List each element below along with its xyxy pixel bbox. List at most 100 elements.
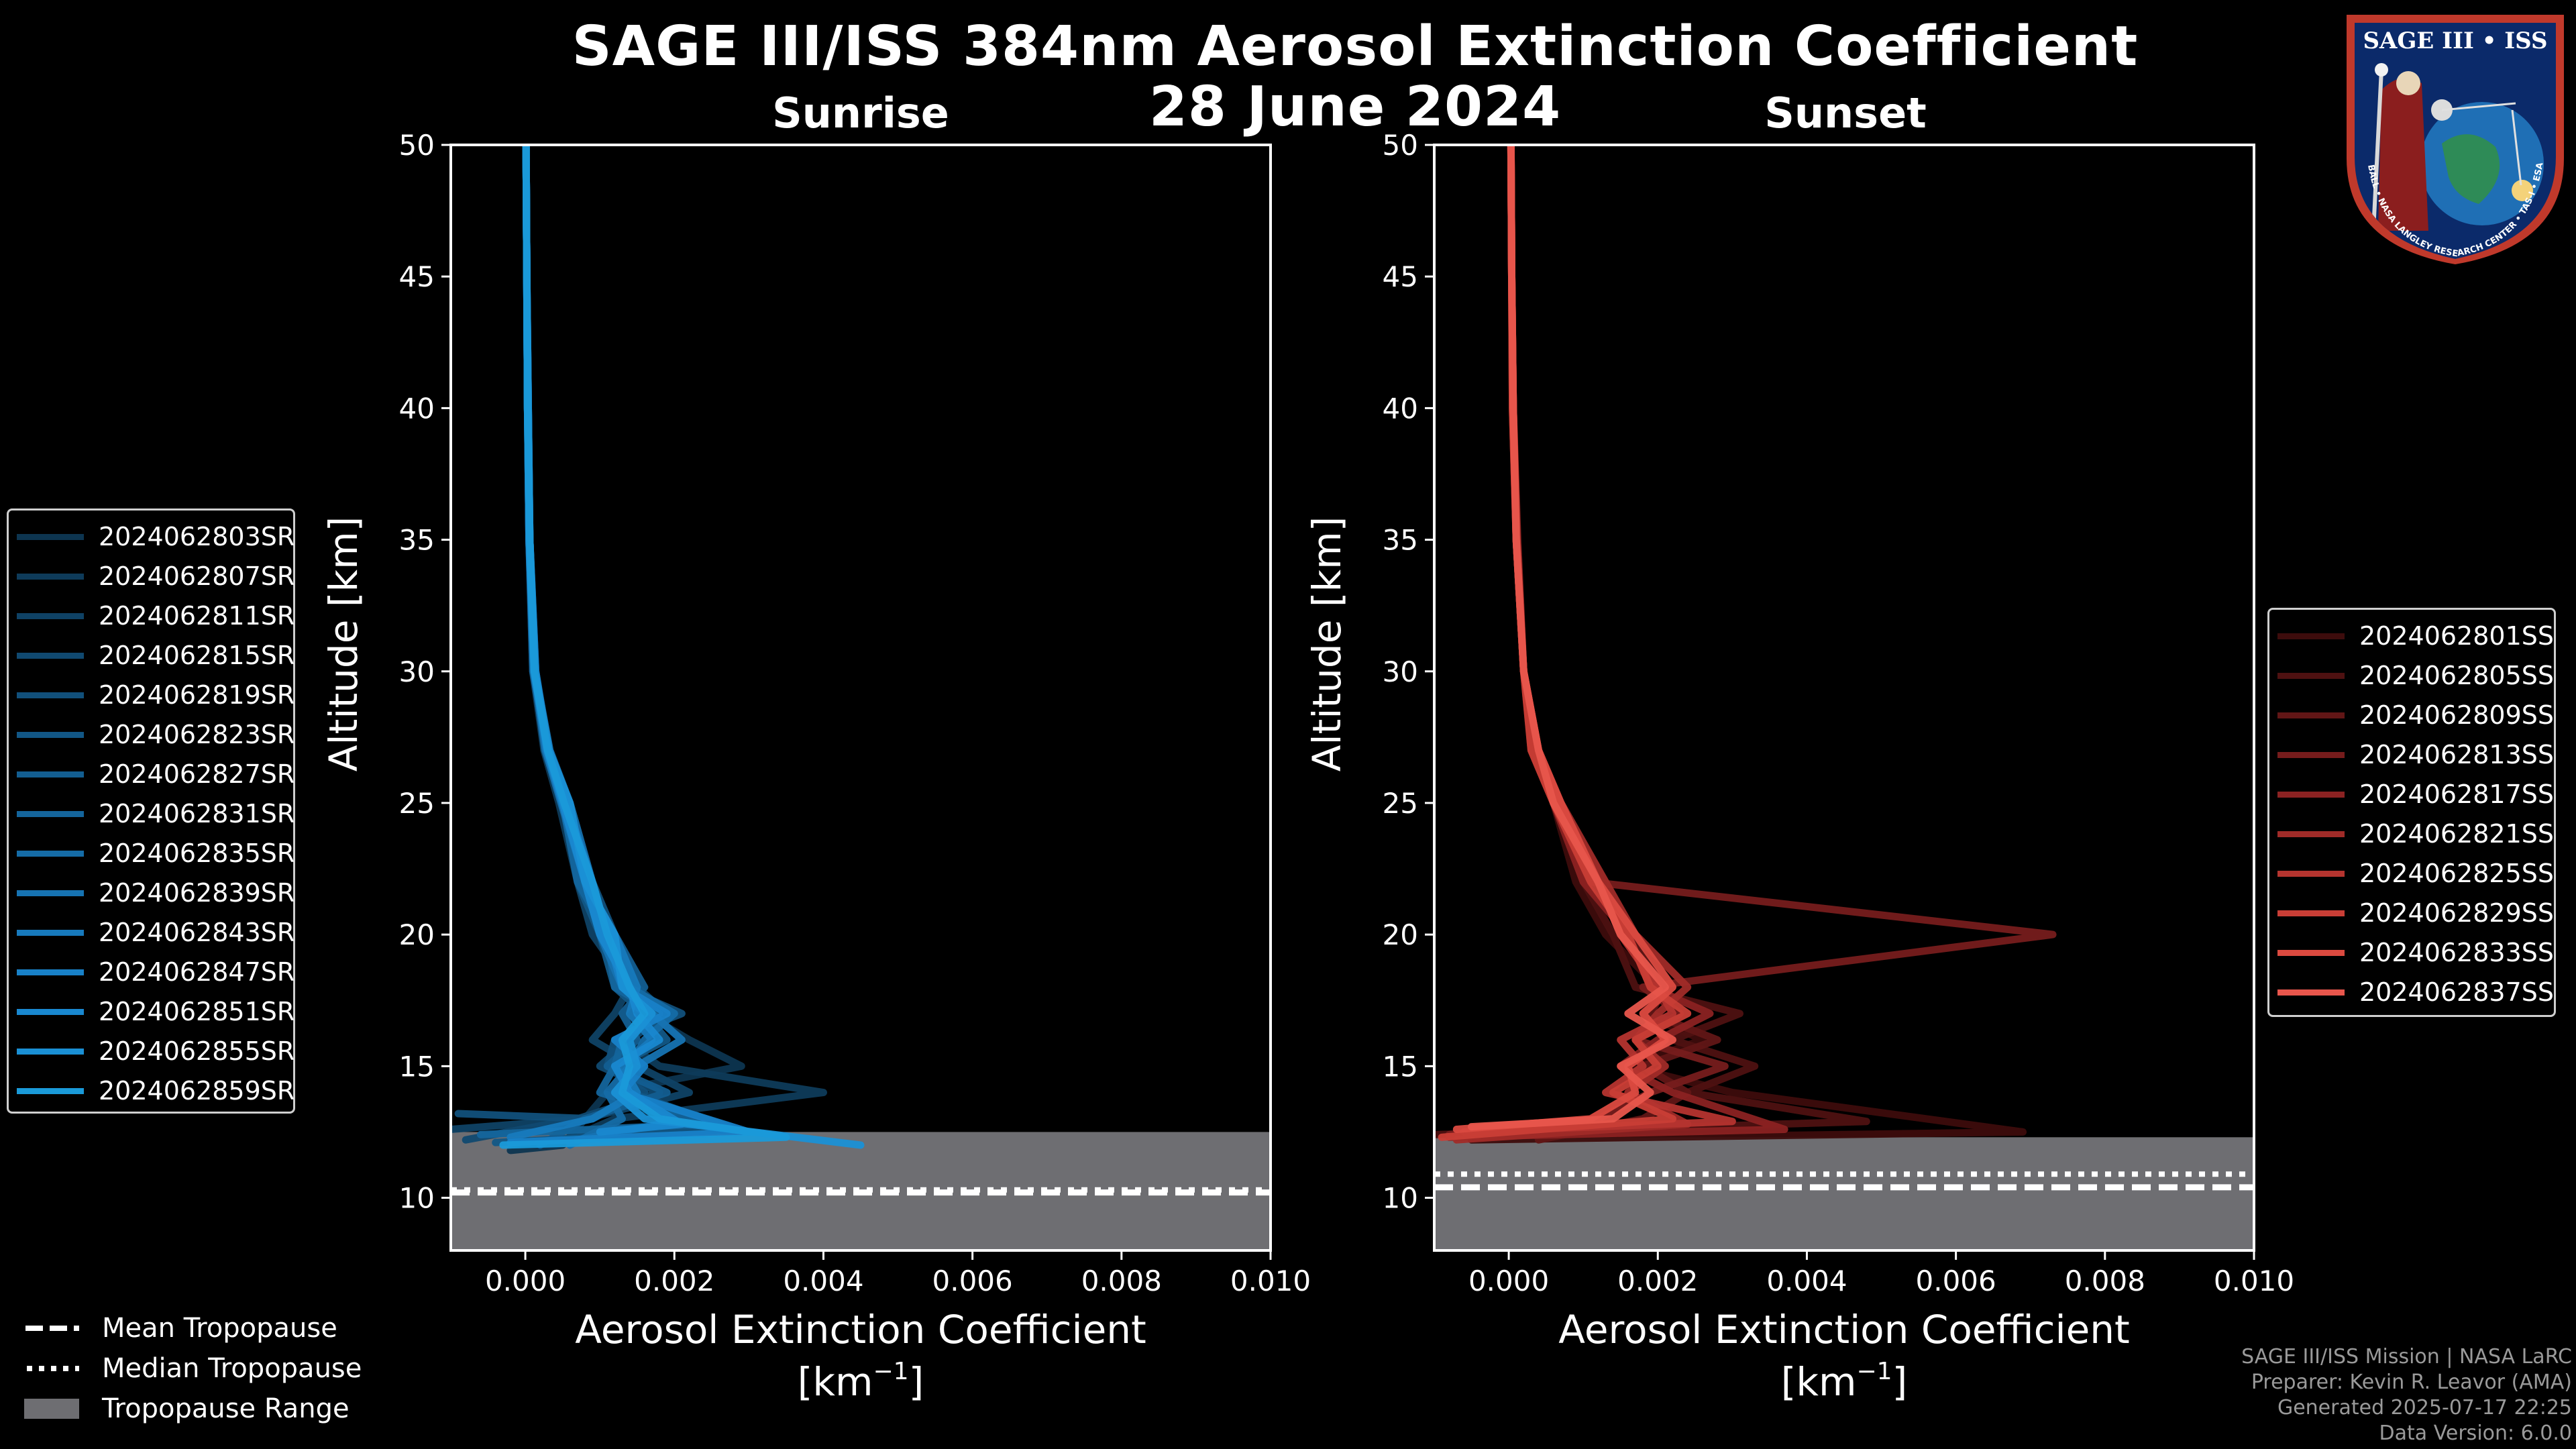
legend-label: 2024062807SR bbox=[99, 561, 295, 591]
legend-swatch bbox=[2277, 633, 2345, 639]
legend-label: 2024062813SS bbox=[2359, 740, 2555, 769]
legend-item: 2024062811SR bbox=[17, 596, 294, 635]
legend-item: 2024062833SS bbox=[2277, 933, 2554, 972]
credits-generated: Generated 2025-07-17 22:25 bbox=[2277, 1396, 2572, 1419]
range-patch-icon bbox=[24, 1399, 79, 1419]
sunset-x-unit-sup: −1 bbox=[1857, 1358, 1892, 1385]
legend-swatch bbox=[2277, 949, 2345, 956]
legend-item: 2024062821SS bbox=[2277, 814, 2554, 853]
sunset-x-axis-label: Aerosol Extinction Coefficient bbox=[1558, 1307, 2130, 1352]
legend-median-label: Median Tropopause bbox=[102, 1353, 362, 1384]
legend-range-label: Tropopause Range bbox=[102, 1393, 350, 1424]
sunrise-xtick-label: 0.002 bbox=[634, 1265, 714, 1297]
sunset-xtick-label: 0.000 bbox=[1468, 1265, 1549, 1297]
legend-mean-label: Mean Tropopause bbox=[102, 1313, 337, 1344]
legend-label: 2024062843SR bbox=[99, 918, 295, 947]
legend-label: 2024062801SS bbox=[2359, 621, 2555, 651]
sunset-xtick-label: 0.008 bbox=[2065, 1265, 2145, 1297]
sunset-axes-frame bbox=[1433, 144, 2255, 1252]
sunset-x-unit-close: ] bbox=[1892, 1359, 1908, 1405]
legend-swatch bbox=[17, 890, 84, 896]
legend-swatch bbox=[17, 1048, 84, 1055]
logo-title: SAGE III • ISS bbox=[2363, 28, 2547, 54]
sunset-panel-title: Sunset bbox=[1764, 89, 1927, 138]
legend-label: 2024062829SS bbox=[2359, 898, 2555, 928]
credits-version: Data Version: 6.0.0 bbox=[2379, 1421, 2572, 1445]
legend-item: 2024062801SS bbox=[2277, 616, 2554, 655]
credits-mission: SAGE III/ISS Mission | NASA LaRC bbox=[2241, 1345, 2572, 1368]
legend-swatch bbox=[2277, 989, 2345, 996]
sunset-xtick-label: 0.010 bbox=[2214, 1265, 2294, 1297]
legend-item: 2024062805SS bbox=[2277, 656, 2554, 695]
legend-item: 2024062843SR bbox=[17, 913, 294, 952]
legend-swatch bbox=[17, 533, 84, 540]
dotted-line-icon bbox=[27, 1366, 79, 1371]
legend-label: 2024062819SR bbox=[99, 680, 295, 710]
legend-item: 2024062831SR bbox=[17, 794, 294, 833]
legend-swatch bbox=[17, 652, 84, 659]
sunrise-axes-frame bbox=[449, 144, 1272, 1252]
legend-label: 2024062855SR bbox=[99, 1036, 295, 1066]
legend-label: 2024062809SS bbox=[2359, 700, 2555, 730]
sunrise-ytick-label: 10 bbox=[399, 1182, 435, 1215]
sunset-series-line-2024062837SS bbox=[1468, 145, 1676, 1131]
sunrise-ytick-label: 30 bbox=[399, 655, 435, 688]
legend-swatch bbox=[2277, 870, 2345, 877]
sunset-ytick-label: 15 bbox=[1383, 1050, 1418, 1083]
sunrise-xtick-label: 0.006 bbox=[932, 1265, 1013, 1297]
legend-label: 2024062837SS bbox=[2359, 977, 2555, 1007]
legend-item: 2024062817SS bbox=[2277, 775, 2554, 814]
tropopause-legend: Mean Tropopause Median Tropopause Tropop… bbox=[24, 1308, 362, 1429]
legend-swatch bbox=[17, 929, 84, 936]
legend-swatch bbox=[17, 810, 84, 817]
legend-label: 2024062827SR bbox=[99, 759, 295, 789]
sunrise-x-unit-sup: −1 bbox=[873, 1358, 909, 1385]
sunset-tropopause-range bbox=[1434, 1137, 2254, 1250]
legend-swatch bbox=[2277, 712, 2345, 718]
sunrise-plot-area bbox=[451, 145, 1271, 1250]
sunrise-x-unit-close: ] bbox=[909, 1359, 924, 1405]
legend-label: 2024062831SR bbox=[99, 799, 295, 828]
sunrise-legend: 2024062803SR 2024062807SR 2024062811SR 2024… bbox=[7, 508, 295, 1114]
legend-label: 2024062805SS bbox=[2359, 661, 2555, 690]
legend-swatch bbox=[2277, 910, 2345, 916]
legend-label: 2024062825SS bbox=[2359, 859, 2555, 888]
credits: SAGE III/ISS Mission | NASA LaRC Prepare… bbox=[2241, 1344, 2572, 1446]
legend-item: 2024062809SS bbox=[2277, 696, 2554, 735]
legend-swatch bbox=[17, 771, 84, 777]
legend-swatch bbox=[17, 612, 84, 619]
sunrise-x-unit-base: [km bbox=[798, 1359, 873, 1405]
sunrise-ytick-label: 15 bbox=[399, 1050, 435, 1083]
legend-label: 2024062815SR bbox=[99, 641, 295, 670]
sunset-ytick-label: 45 bbox=[1383, 260, 1418, 293]
sunrise-ytick-label: 50 bbox=[399, 129, 435, 162]
sunrise-xtick-label: 0.008 bbox=[1081, 1265, 1162, 1297]
sunset-x-unit-base: [km bbox=[1781, 1359, 1857, 1405]
sunrise-xtick-label: 0.000 bbox=[485, 1265, 566, 1297]
sunrise-ytick-label: 40 bbox=[399, 392, 435, 425]
sunrise-ytick-label: 25 bbox=[399, 787, 435, 820]
legend-item: 2024062813SS bbox=[2277, 735, 2554, 774]
legend-median-tropopause: Median Tropopause bbox=[24, 1348, 362, 1389]
legend-tropopause-range: Tropopause Range bbox=[24, 1389, 362, 1429]
legend-label: 2024062823SR bbox=[99, 720, 295, 749]
sunset-xtick-label: 0.006 bbox=[1916, 1265, 1996, 1297]
legend-swatch bbox=[17, 969, 84, 975]
figure-title: SAGE III/ISS 384nm Aerosol Extinction Co… bbox=[572, 15, 2139, 78]
legend-item: 2024062855SR bbox=[17, 1032, 294, 1071]
legend-label: 2024062835SR bbox=[99, 839, 295, 868]
sunset-data-layer bbox=[1434, 145, 2254, 1250]
sunset-plot-area bbox=[1434, 145, 2254, 1250]
legend-item: 2024062819SR bbox=[17, 676, 294, 714]
legend-swatch bbox=[2277, 791, 2345, 798]
legend-item: 2024062827SR bbox=[17, 755, 294, 794]
credits-preparer: Preparer: Kevin R. Leavor (AMA) bbox=[2251, 1371, 2572, 1394]
sunset-legend: 2024062801SS 2024062805SS 2024062809SS 2024… bbox=[2267, 608, 2556, 1017]
legend-swatch bbox=[17, 573, 84, 580]
legend-label: 2024062833SS bbox=[2359, 938, 2555, 967]
legend-item: 2024062829SS bbox=[2277, 894, 2554, 932]
legend-swatch bbox=[17, 850, 84, 857]
legend-label: 2024062859SR bbox=[99, 1076, 295, 1106]
sunrise-ytick-label: 20 bbox=[399, 918, 435, 951]
